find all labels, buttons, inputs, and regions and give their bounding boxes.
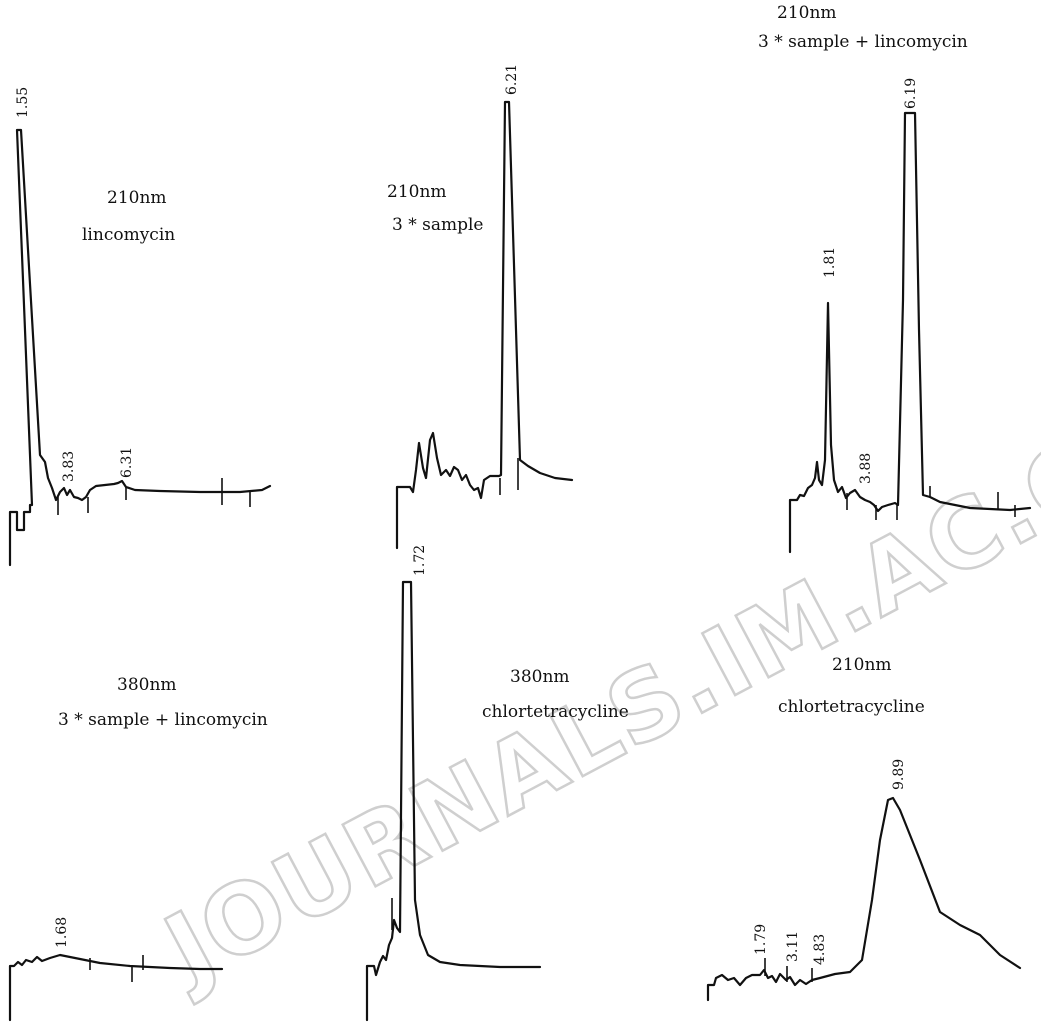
chromatogram-panel-1: 1.55 3.83 6.31 210nm lincomycin: [8, 87, 272, 567]
panel-1-subtitle: lincomycin: [82, 225, 175, 245]
chromatogram-panel-5: 1.72 380nm chlortetracycline: [365, 545, 629, 1022]
peak-label-6-2: 3.11: [785, 931, 801, 962]
trace-panel-3: [788, 111, 1032, 554]
chromatogram-panel-2: 6.21 210nm 3 * sample: [387, 64, 574, 550]
peak-label-1-1: 1.55: [15, 87, 31, 118]
panel-3-subtitle: 3 * sample + lincomycin: [758, 32, 968, 52]
trace-panel-2: [395, 100, 574, 550]
chromatogram-panel-6: 1.79 3.11 4.83 9.89 210nm chlortetracycl…: [706, 655, 1022, 1002]
trace-panel-6: [706, 796, 1022, 1002]
panel-5-title: 380nm: [510, 667, 570, 687]
peak-label-6-3: 4.83: [812, 934, 828, 965]
panel-5-subtitle: chlortetracycline: [482, 702, 629, 722]
peak-label-1-2: 3.83: [61, 451, 77, 482]
panel-6-subtitle: chlortetracycline: [778, 697, 925, 717]
panel-2-title: 210nm: [387, 182, 447, 202]
panel-4-title: 380nm: [117, 675, 177, 695]
peak-label-6-1: 1.79: [753, 924, 769, 955]
panel-1-title: 210nm: [107, 188, 167, 208]
peak-label-6-4: 9.89: [891, 759, 907, 790]
peak-label-3-2: 3.88: [858, 453, 874, 484]
peak-label-4-1: 1.68: [54, 917, 70, 948]
peak-label-5-1: 1.72: [412, 545, 428, 576]
trace-panel-5: [365, 580, 542, 1022]
watermark: JOURNALS.IM.AC.CN: [143, 379, 1041, 1009]
peak-label-3-3: 6.19: [903, 78, 919, 109]
panel-6-title: 210nm: [832, 655, 892, 675]
peak-label-2-1: 6.21: [504, 64, 520, 95]
chromatogram-panel-4: 1.68 380nm 3 * sample + lincomycin: [8, 675, 268, 1022]
panel-3-title: 210nm: [777, 3, 837, 23]
panel-2-subtitle: 3 * sample: [392, 215, 483, 235]
peak-label-1-3: 6.31: [119, 447, 135, 478]
peak-label-3-1: 1.81: [822, 247, 838, 278]
chromatogram-panel-3: 1.81 3.88 6.19 210nm 3 * sample + lincom…: [758, 3, 1032, 554]
panel-4-subtitle: 3 * sample + lincomycin: [58, 710, 268, 730]
